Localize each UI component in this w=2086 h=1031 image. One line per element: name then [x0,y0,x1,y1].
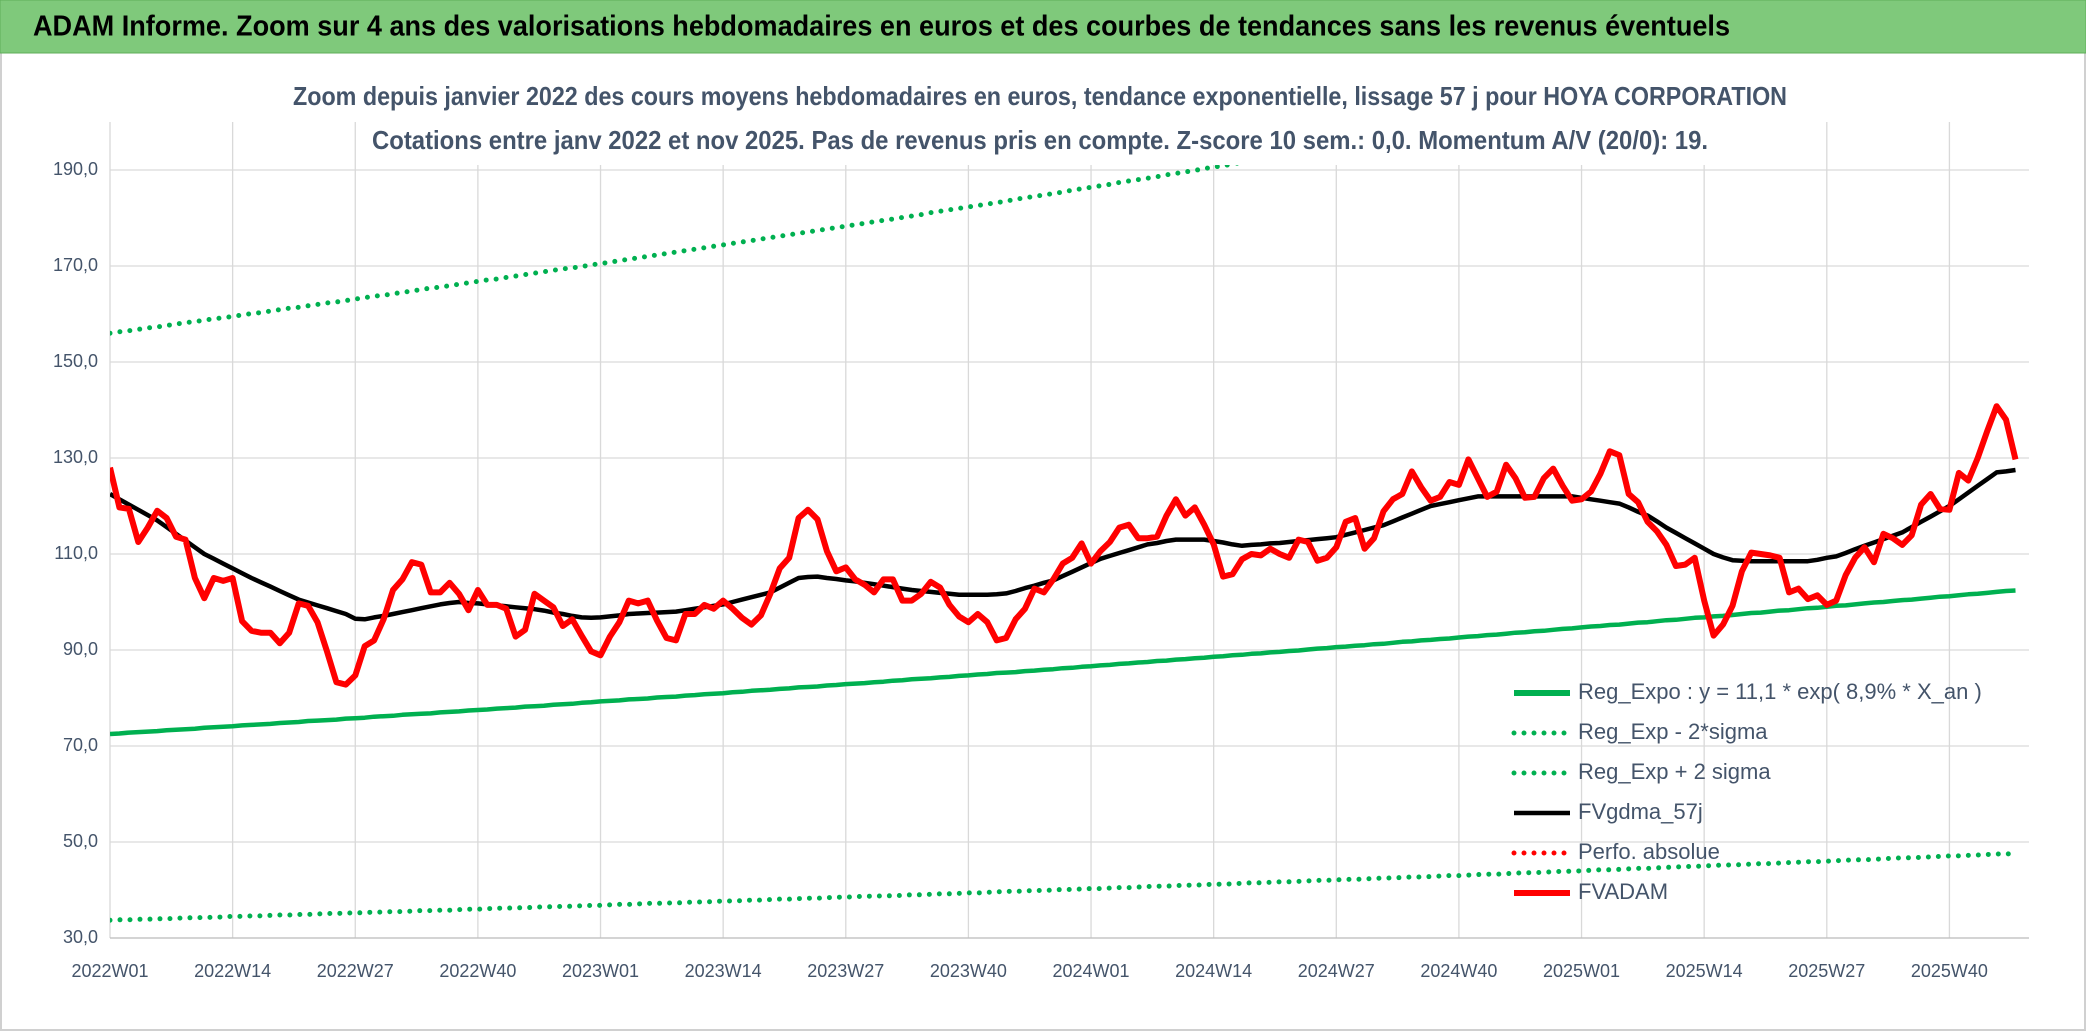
x-tick-label: 2024W14 [1175,961,1252,981]
x-tick-label: 2023W01 [562,961,639,981]
legend-label: Reg_Expo : y = 11,1 * exp( 8,9% * X_an ) [1578,679,1982,704]
series-line [110,851,2018,923]
x-tick-label: 2025W14 [1666,961,1743,981]
x-tick-label: 2022W14 [194,961,271,981]
series-line [110,467,2016,622]
series-line [110,588,2016,737]
subtitle-background [359,73,1796,165]
x-tick-label: 2025W01 [1543,961,1620,981]
series-line [110,122,1495,336]
legend-label: FVgdma_57j [1578,799,1703,824]
subtitle-line-2: Cotations entre janv 2022 et nov 2025. P… [372,125,1708,155]
y-tick-label: 50,0 [63,831,98,851]
legend-label: FVADAM [1578,879,1668,904]
series-line [110,403,2019,688]
x-tick-label: 2025W27 [1788,961,1865,981]
legend-label: Reg_Exp + 2 sigma [1578,759,1771,784]
x-tick-label: 2025W40 [1911,961,1988,981]
x-tick-label: 2024W40 [1420,961,1497,981]
x-tick-label: 2024W27 [1298,961,1375,981]
x-tick-label: 2022W01 [71,961,148,981]
series-group [110,122,2019,923]
x-tick-label: 2023W27 [807,961,884,981]
legend: Reg_Expo : y = 11,1 * exp( 8,9% * X_an )… [1511,679,1982,904]
x-tick-label: 2024W01 [1053,961,1130,981]
banner [0,0,2086,54]
legend-label: Reg_Exp - 2*sigma [1578,719,1768,744]
x-tick-label: 2022W40 [439,961,516,981]
y-tick-label: 190,0 [53,159,98,179]
y-tick-label: 130,0 [53,447,98,467]
y-tick-label: 150,0 [53,351,98,371]
banner-title: ADAM Informe. Zoom sur 4 ans des valoris… [33,11,1730,43]
grid: 30,0 50,0 70,0 90,0 110,0 130,0 150,0 170,0 190,… [53,122,2029,981]
x-tick-label: 2023W14 [685,961,762,981]
y-tick-label: 170,0 [53,255,98,275]
y-tick-label: 110,0 [54,543,98,563]
legend-label: Perfo. absolue [1578,839,1720,864]
y-tick-label: 30,0 [63,927,98,947]
x-tick-label: 2023W40 [930,961,1007,981]
y-tick-label: 90,0 [63,639,98,659]
y-tick-label: 70,0 [63,735,98,755]
x-tick-label: 2022W27 [317,961,394,981]
subtitle-line-1: Zoom depuis janvier 2022 des cours moyen… [293,81,1787,111]
